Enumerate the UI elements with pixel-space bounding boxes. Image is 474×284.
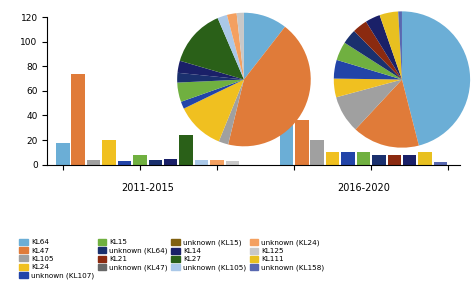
Bar (226, 161, 239, 165)
Bar (72, 74, 85, 165)
Text: 2016-2020: 2016-2020 (337, 183, 390, 193)
Wedge shape (244, 13, 285, 80)
Bar (210, 160, 224, 165)
Wedge shape (402, 11, 470, 146)
Bar (356, 153, 370, 165)
Bar (195, 160, 208, 165)
Bar (102, 140, 116, 165)
Wedge shape (366, 15, 402, 80)
Wedge shape (177, 61, 244, 80)
Wedge shape (354, 22, 402, 80)
Wedge shape (345, 31, 402, 80)
Bar (133, 155, 146, 165)
Bar (434, 162, 447, 165)
Wedge shape (227, 13, 244, 80)
Wedge shape (334, 79, 402, 97)
Bar (403, 155, 417, 165)
Wedge shape (181, 80, 244, 108)
Bar (341, 153, 355, 165)
Wedge shape (334, 60, 402, 80)
Wedge shape (380, 11, 402, 80)
Wedge shape (177, 80, 244, 102)
Bar (56, 143, 70, 165)
Wedge shape (228, 27, 311, 146)
Wedge shape (398, 11, 402, 80)
Bar (388, 155, 401, 165)
Bar (295, 120, 309, 165)
Wedge shape (184, 80, 244, 141)
Bar (419, 153, 432, 165)
Wedge shape (218, 15, 244, 80)
Bar (372, 155, 385, 165)
Bar (326, 153, 339, 165)
Wedge shape (356, 80, 419, 148)
Bar (280, 37, 293, 165)
Wedge shape (337, 43, 402, 80)
Wedge shape (180, 18, 244, 80)
Wedge shape (336, 80, 402, 129)
Bar (87, 160, 100, 165)
Legend: KL64, KL47, KL105, KL24, unknown (KL107), KL15, unknown (KL64), KL21, unknown (K: KL64, KL47, KL105, KL24, unknown (KL107)… (18, 237, 326, 280)
Text: 2011-2015: 2011-2015 (121, 183, 174, 193)
Bar (179, 135, 193, 165)
Wedge shape (177, 73, 244, 83)
Bar (148, 160, 162, 165)
Wedge shape (237, 13, 244, 80)
Wedge shape (219, 80, 244, 145)
Bar (118, 161, 131, 165)
Bar (164, 158, 177, 165)
Bar (310, 140, 324, 165)
